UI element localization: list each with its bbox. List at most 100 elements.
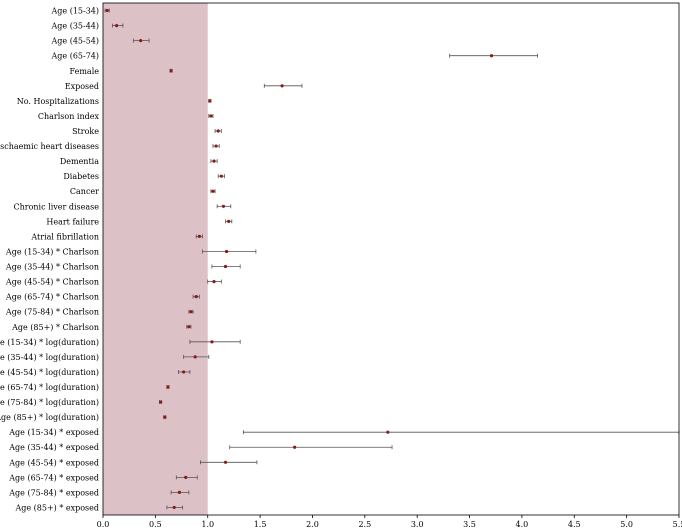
row: Age (85+) * Charlson [11, 323, 192, 332]
row-label: Female [70, 67, 100, 76]
x-tick-label: 4.0 [516, 520, 529, 529]
row: Age (65-74) [51, 52, 539, 61]
point-estimate [212, 159, 216, 163]
row-label: Heart failure [46, 217, 99, 226]
point-estimate [209, 114, 213, 118]
row: Chronic liver disease [13, 202, 232, 211]
point-estimate [197, 234, 201, 239]
x-tick-label: 3.5 [463, 520, 476, 529]
row-label: Age (75-84) * exposed [8, 488, 99, 497]
row-label: Age (75-84) * Charlson [5, 308, 99, 317]
reference-band [103, 3, 208, 515]
row-label: Stroke [72, 127, 99, 136]
point-estimate [211, 189, 215, 193]
point-estimate [182, 370, 186, 374]
x-axis: 0.0 0.5 1.0 1.5 2.0 2.5 3.0 3.5 4.0 4.5 5.0 5.5 [97, 515, 682, 529]
point-estimate [187, 325, 191, 329]
row: Age (45-54) * Charlson [5, 278, 222, 287]
row-label: Age (85+) * Charlson [11, 323, 99, 332]
row-label: Age (65-74) [51, 52, 99, 61]
row: Age (65-74) * Charlson [5, 293, 200, 302]
point-estimate [210, 340, 214, 344]
point-estimate [177, 490, 182, 495]
row-label: Dementia [60, 157, 99, 166]
plot-frame [102, 2, 680, 516]
row-label: Age (85+) * exposed [14, 503, 99, 512]
row-label: Age (35-44) [51, 22, 99, 31]
row: Ischaemic heart diseases [0, 142, 220, 151]
row-label: Age (35-44) * log(duration) [0, 353, 99, 362]
row: Age (85+) * log(duration) [0, 413, 167, 422]
point-estimate [293, 445, 297, 449]
row-label: Atrial fibrillation [30, 232, 99, 241]
point-estimate [159, 400, 163, 404]
row: Age (35-44) [51, 22, 124, 31]
point-estimate [193, 355, 197, 359]
row: Atrial fibrillation [30, 232, 203, 241]
point-estimate [219, 174, 223, 178]
row: Age (75-84) * exposed [8, 488, 190, 497]
rows-layer: Age (15-34) Age (35-44) Age (45-54) Age (65… [0, 7, 680, 512]
row-label: Cancer [70, 187, 99, 196]
row: Cancer [70, 187, 216, 196]
row: Age (75-84) * Charlson [5, 308, 194, 317]
row-label: Age (65-74) * exposed [8, 473, 99, 482]
row-label: Age (45-54) * Charlson [5, 278, 99, 287]
point-estimate [216, 129, 220, 133]
row-label: Age (35-44) * exposed [8, 443, 99, 452]
row: Diabetes [63, 172, 225, 181]
row-label: Charlson index [38, 112, 100, 121]
x-tick-label: 4.5 [568, 520, 581, 529]
point-estimate [280, 84, 284, 88]
row-label: Age (75-84) * log(duration) [0, 398, 99, 407]
row-label: Age (15-34) * log(duration) [0, 338, 99, 347]
point-estimate [223, 460, 228, 464]
row: Dementia [60, 157, 218, 166]
row-label: Age (45-54) * log(duration) [0, 368, 99, 377]
point-estimate [489, 54, 494, 58]
row: Stroke [72, 127, 222, 136]
row-label: Age (65-74) * Charlson [5, 293, 99, 302]
point-estimate [224, 249, 229, 254]
row: Age (85+) * exposed [14, 503, 183, 512]
row: Age (45-54) * log(duration) [0, 368, 191, 377]
row: Charlson index [38, 112, 214, 121]
row: Age (15-34) * Charlson [5, 247, 257, 256]
x-tick-label: 1.0 [201, 520, 214, 529]
row: Age (15-34) * log(duration) [0, 338, 241, 347]
row: Age (45-54) [51, 37, 150, 46]
row: Age (35-44) * log(duration) [0, 353, 210, 362]
x-tick-label: 5.5 [673, 520, 682, 529]
x-tick-label: 2.0 [306, 520, 319, 529]
point-estimate [163, 415, 167, 419]
row: Heart failure [46, 217, 233, 226]
point-estimate [227, 219, 231, 223]
row: Age (75-84) * log(duration) [0, 398, 163, 407]
point-estimate [386, 430, 390, 434]
point-estimate [189, 310, 193, 314]
row: Age (45-54) * exposed [8, 458, 258, 467]
x-tick-label: 0.0 [97, 520, 110, 529]
row-label: Age (15-34) [51, 7, 99, 16]
point-estimate [169, 69, 173, 73]
row-label: Age (35-44) * Charlson [5, 263, 99, 272]
point-estimate [115, 23, 119, 28]
row-label: Age (85+) * log(duration) [0, 413, 99, 422]
row-label: Diabetes [63, 172, 99, 181]
row: Age (35-44) * exposed [8, 443, 393, 452]
point-estimate [172, 505, 176, 510]
row-label: Age (15-34) * Charlson [5, 247, 99, 256]
row: Age (35-44) * Charlson [5, 263, 241, 272]
point-estimate [194, 295, 198, 299]
row-label: Age (45-54) * exposed [8, 458, 99, 467]
point-estimate [223, 264, 228, 269]
point-estimate [139, 39, 143, 43]
row-label: Ischaemic heart diseases [0, 142, 99, 151]
row: Age (65-74) * exposed [8, 473, 198, 482]
row-label: Exposed [65, 82, 99, 91]
row: Exposed [65, 82, 303, 91]
point-estimate [105, 8, 109, 13]
point-estimate [212, 279, 216, 284]
point-estimate [208, 99, 212, 103]
